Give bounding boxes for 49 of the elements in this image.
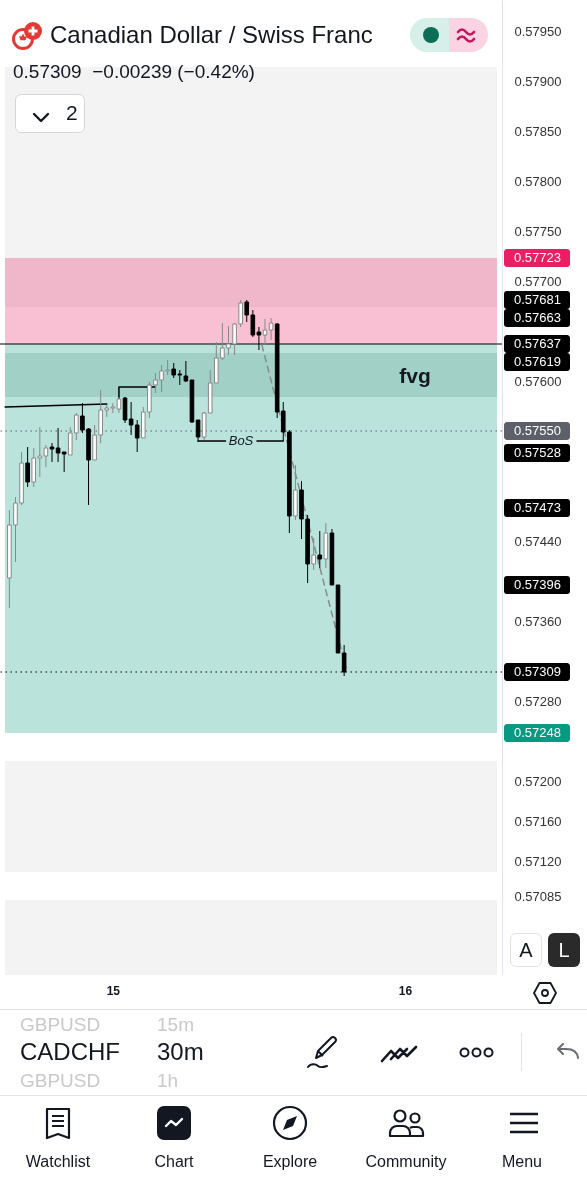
price-tag: 0.57619 [504,353,570,371]
candlestick [25,446,30,488]
price-tag: 0.57396 [504,576,570,594]
y-tick-label: 0.57200 [514,773,562,789]
text: 0.57309 −0.00239 (−0.42%) [13,61,255,83]
text: Menu [501,1152,543,1172]
y-tick-label: 0.57700 [514,273,562,289]
y-tick-label: 0.57085 [514,888,562,904]
band-label: 0.57723 [514,250,561,265]
text: Chart [154,1152,194,1172]
price-tag: 0.57528 [504,444,570,462]
candlestick [49,442,55,463]
annotation: fvg [399,363,431,389]
y-tick-label: 0.57440 [514,533,562,549]
y-tick-label: 0.57120 [514,853,562,869]
ref-line-label: 0.57309 [514,664,561,679]
text: Community [365,1152,447,1172]
square-button: L [548,933,580,967]
text: 30m [157,1038,204,1066]
y-tick-label: 0.57360 [514,613,562,629]
y-tick-label: 0.57750 [514,223,562,239]
annotation: 2 [66,100,78,126]
candlestick [122,396,128,424]
x-tick-label: 15 [106,983,121,998]
dropdown-button: 2 [15,94,85,133]
y-tick-label: 0.57950 [514,23,562,39]
text: CADCHF [20,1038,120,1066]
y-tick-label: 0.57800 [514,173,562,189]
candlestick [311,537,316,571]
price-tag: 0.57663 [504,309,570,327]
price-tag: 0.57681 [504,291,570,309]
band-label: 0.57248 [514,725,561,740]
y-tick-label: 0.57900 [514,73,562,89]
y-tick-label: 0.57160 [514,813,562,829]
candlestick [317,530,323,569]
price-tag: 0.57473 [504,499,570,517]
ref-line-label: 0.57550 [514,423,561,438]
y-tick-label: 0.57280 [514,693,562,709]
square-button: A [510,933,542,967]
annotation: BoS [228,433,254,449]
y-tick-label: 0.57600 [514,373,562,389]
text: Explore [262,1152,318,1172]
candlestick [262,318,268,346]
candlestick [268,317,274,341]
text: Watchlist [25,1152,91,1172]
y-tick-label: 0.57850 [514,123,562,139]
text: Canadian Dollar / Swiss Franc [50,21,373,49]
x-tick-label: 16 [398,983,413,998]
ref-line-label: 0.57637 [514,336,561,351]
